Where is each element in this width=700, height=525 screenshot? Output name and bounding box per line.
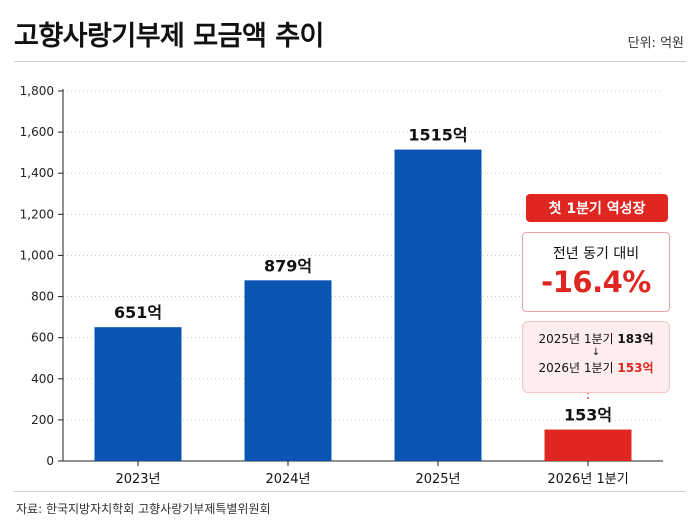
y-tick-label: 1,200: [20, 207, 54, 221]
bars: [94, 149, 632, 462]
source-note: 자료: 한국지방자치학회 고향사랑기부제특별위원회: [16, 502, 271, 516]
y-tick-label: 200: [31, 413, 54, 427]
yoy-change-box: 전년 동기 대비 -16.4%: [522, 232, 670, 312]
x-axis-categories: 2023년 2024년 2025년 2026년 1분기: [115, 461, 629, 487]
unit-label: 단위: 억원: [627, 36, 684, 51]
x-category-label: 2023년: [115, 472, 160, 487]
title-divider: [14, 61, 686, 62]
yoy-label: 전년 동기 대비: [552, 246, 640, 262]
bar: [394, 149, 482, 462]
x-category-label: 2025년: [415, 472, 460, 487]
bar-chart: 0 200 400 600 800 1,000 1,200 1,400 1,600 1,800 6…: [20, 84, 663, 487]
y-tick-label: 1,000: [20, 248, 54, 262]
comparison-value-2025: 183억: [617, 332, 654, 346]
y-axis-ticks: 0 200 400 600 800 1,000 1,200 1,400 1,600 1,800: [20, 84, 63, 468]
y-tick-label: 0: [46, 454, 54, 468]
comparison-line-2026: 2026년 1분기 153억: [523, 359, 669, 376]
bar: [544, 429, 632, 461]
y-tick-label: 800: [31, 290, 54, 304]
comparison-value-2026: 153억: [617, 361, 654, 375]
y-tick-label: 400: [31, 372, 54, 386]
value-labels: 651억 879억 1515억 153억: [114, 126, 612, 425]
comparison-prefix-2026: 2026년 1분기: [538, 361, 618, 375]
bar-value-label: 879억: [264, 256, 312, 275]
bar-value-label: 651억: [114, 303, 162, 322]
y-tick-label: 1,400: [20, 166, 54, 180]
y-tick-label: 1,800: [20, 84, 54, 98]
comparison-prefix-2025: 2025년 1분기: [538, 332, 618, 346]
x-category-label: 2026년 1분기: [547, 472, 628, 487]
x-category-label: 2024년: [265, 472, 310, 487]
chart-title: 고향사랑기부제 모금액 추이: [14, 21, 324, 52]
y-tick-label: 600: [31, 331, 54, 345]
source-divider: [14, 491, 686, 492]
down-arrow-icon: ↓: [591, 347, 601, 358]
quarter-comparison-box: 2025년 1분기 183억 ↓ 2026년 1분기 153억: [522, 321, 670, 393]
bar: [244, 280, 332, 461]
bar-value-label: 1515억: [408, 126, 467, 145]
first-quarter-decline-badge: 첫 1분기 역성장: [526, 194, 668, 222]
bar: [94, 327, 182, 461]
comparison-line-2025: 2025년 1분기 183억: [523, 330, 669, 347]
bar-value-label: 153억: [564, 406, 612, 425]
yoy-value: -16.4%: [541, 265, 651, 299]
y-tick-label: 1,600: [20, 125, 54, 139]
